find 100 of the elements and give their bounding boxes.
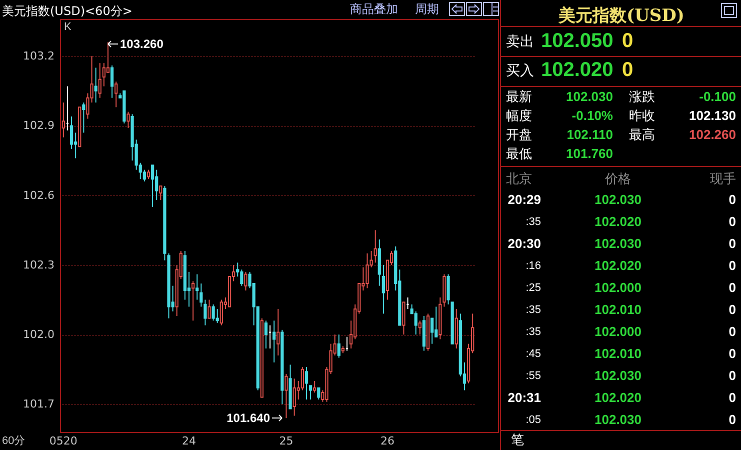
text: 现手	[710, 171, 736, 186]
x-tick-label: 25	[279, 434, 294, 448]
text: :45	[526, 348, 541, 360]
candlestick	[200, 283, 203, 308]
candlestick	[82, 102, 86, 134]
candlestick	[150, 164, 154, 208]
candlestick	[366, 252, 369, 289]
candlestick	[276, 308, 280, 356]
y-tick-label: 102.9	[23, 119, 54, 132]
text: -0.100	[699, 89, 736, 104]
candlestick	[446, 274, 450, 305]
text: 幅度	[506, 108, 532, 123]
candlestick	[244, 271, 248, 291]
candlestick	[272, 320, 276, 363]
candlestick	[264, 320, 268, 349]
candlestick	[191, 280, 195, 322]
text: :35	[526, 304, 541, 316]
candlestick	[240, 269, 244, 286]
text: :35	[526, 326, 541, 338]
text: 涨跌	[629, 89, 655, 104]
text: 20:30	[508, 236, 541, 251]
candlestick	[102, 62, 106, 87]
chart-title: 美元指数(USD)<60分>	[2, 3, 132, 20]
text: 0	[622, 59, 634, 81]
text: 北京	[506, 171, 532, 186]
candlestick	[146, 169, 150, 180]
text: 最高	[629, 127, 655, 142]
text: 昨收	[629, 108, 655, 123]
annotation: 103.260	[120, 37, 164, 51]
candlestick	[374, 230, 377, 264]
candlestick	[430, 318, 434, 344]
text: 最低	[506, 146, 532, 161]
text: 102.030	[594, 368, 642, 383]
candlestick	[114, 81, 118, 108]
candlestick	[304, 366, 308, 400]
candlestick	[212, 304, 215, 322]
text: 102.000	[594, 280, 642, 295]
text: 美元指数(USD)	[557, 5, 686, 27]
text: 102.020	[594, 214, 642, 229]
candlestick	[159, 186, 162, 200]
candlestick	[220, 299, 223, 326]
text: 102.030	[566, 89, 613, 104]
text: 0	[728, 390, 736, 405]
text: 0	[728, 192, 736, 207]
candlestick	[126, 111, 130, 129]
text: 101.760	[566, 146, 613, 161]
candlestick	[402, 302, 406, 336]
annotation: K	[64, 21, 72, 33]
x-tick-label: 26	[380, 434, 395, 448]
candlestick	[62, 102, 65, 138]
candlestick	[317, 387, 320, 400]
candlestick	[418, 320, 422, 336]
y-tick-label: 101.7	[23, 398, 54, 411]
text: 60分	[2, 435, 26, 447]
text: 102.260	[689, 127, 736, 142]
text: 102.020	[594, 390, 642, 405]
candlestick	[284, 373, 288, 419]
text: :25	[526, 282, 541, 294]
candlestick	[313, 380, 316, 394]
text: 0	[728, 324, 736, 339]
text: 0	[728, 346, 736, 361]
x-tick-label: 24	[182, 434, 196, 448]
text: 0	[728, 214, 736, 229]
y-tick-label: 102.6	[23, 188, 54, 202]
text: :35	[526, 216, 541, 228]
text: 102.050	[541, 30, 614, 52]
candlestick	[196, 274, 199, 300]
annotation: 101.640	[226, 411, 270, 425]
text: 笔	[511, 432, 524, 447]
text: 102.020	[541, 59, 614, 81]
candlestick	[292, 378, 296, 416]
candlestick	[208, 299, 211, 319]
candlestick	[308, 385, 312, 400]
text: 0	[622, 30, 634, 52]
text: 102.130	[689, 108, 736, 123]
candlestick	[434, 306, 438, 338]
text: :55	[526, 370, 541, 382]
text: 102.030	[594, 192, 642, 207]
text: 102.030	[594, 412, 642, 427]
candlestick	[204, 299, 207, 326]
text: :05	[526, 414, 541, 426]
text: 102.010	[594, 346, 642, 361]
candlestick	[70, 116, 74, 150]
text: 0	[728, 258, 736, 273]
text: 102.030	[594, 236, 642, 251]
y-tick-label: 102.0	[23, 328, 54, 342]
text: 20:29	[508, 192, 541, 207]
text: :16	[526, 260, 541, 272]
text: 20:31	[508, 390, 541, 405]
y-tick-label: 102.3	[23, 258, 54, 272]
text: 买入	[506, 62, 534, 78]
candlestick	[382, 264, 386, 314]
candlestick	[98, 62, 102, 98]
text: 卖出	[506, 33, 534, 49]
candlestick	[337, 334, 340, 358]
text: 0	[728, 236, 736, 251]
text: 0	[728, 280, 736, 295]
text: 102.020	[594, 258, 642, 273]
candlestick	[414, 310, 418, 336]
text: 商品叠加	[350, 2, 398, 16]
